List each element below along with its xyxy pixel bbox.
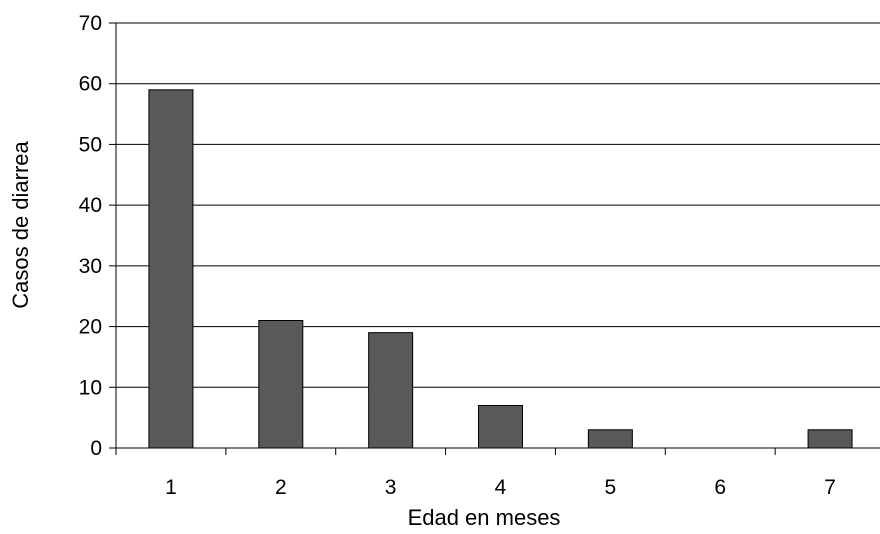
- y-tick-label: 70: [79, 12, 102, 35]
- bar-5: [587, 429, 633, 449]
- axes: [109, 22, 880, 455]
- y-tick-labels: 0 10 20 30 40 50 60 70: [79, 12, 102, 460]
- y-tick-label: 60: [79, 73, 102, 96]
- x-tick-label: 5: [605, 476, 617, 499]
- gridlines: [116, 22, 880, 388]
- y-tick-label: 30: [79, 255, 102, 278]
- x-tick-labels: 1 2 3 4 5 6 7: [165, 476, 836, 499]
- bar-4: [478, 405, 523, 449]
- x-tick-label: 4: [495, 476, 507, 499]
- y-tick-label: 20: [79, 316, 102, 339]
- y-tick-label: 0: [90, 437, 102, 460]
- y-axis-title: Casos de diarrea: [8, 140, 33, 308]
- x-axis-title: Edad en meses: [408, 505, 561, 530]
- x-tick-label: 1: [165, 476, 177, 499]
- bar-1: [148, 89, 194, 449]
- x-tick-label: 6: [714, 476, 726, 499]
- y-tick-label: 50: [79, 133, 102, 156]
- bars: [148, 89, 853, 449]
- y-tick-label: 40: [79, 194, 102, 217]
- x-tick-label: 7: [824, 476, 836, 499]
- bar-2: [258, 320, 304, 449]
- y-tick-label: 10: [79, 376, 102, 399]
- x-tick-label: 3: [385, 476, 397, 499]
- bar-7: [807, 429, 853, 449]
- x-tick-label: 2: [275, 476, 287, 499]
- bar-3: [368, 332, 414, 449]
